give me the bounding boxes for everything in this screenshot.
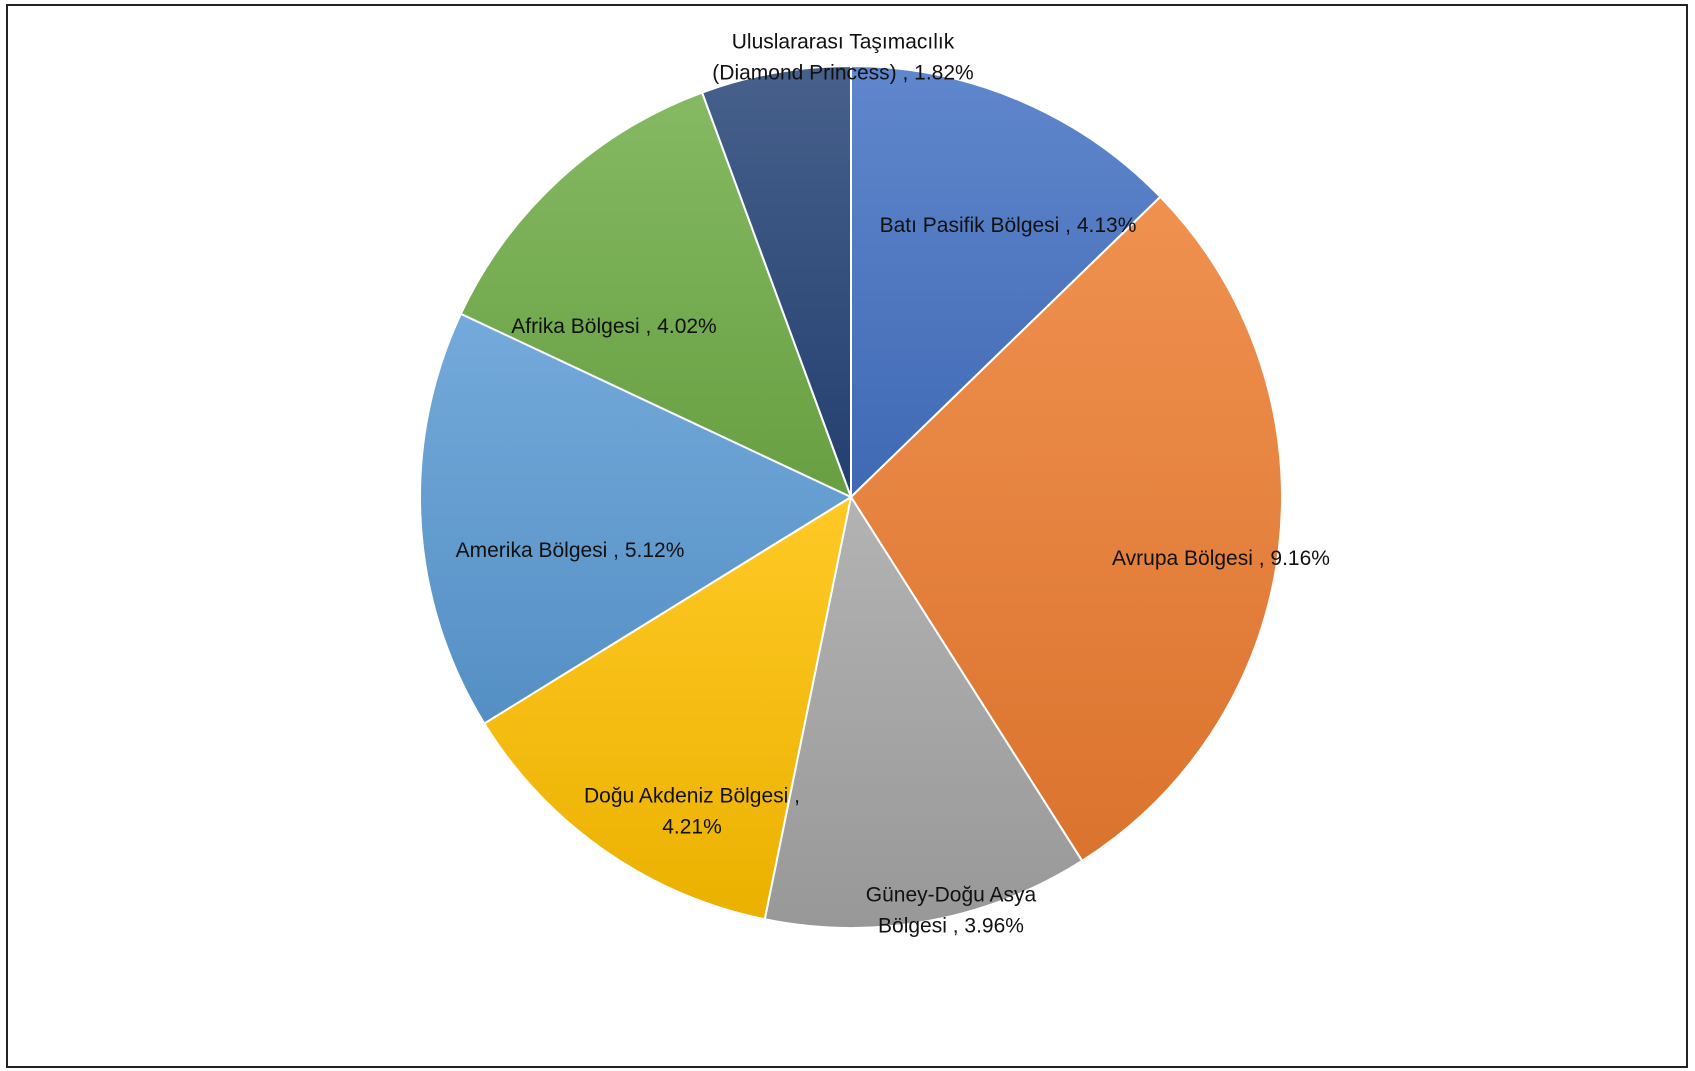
slice-label-6: Afrika Bölgesi , 4.02%: [511, 315, 716, 338]
slice-label-line: 4.21%: [662, 816, 722, 839]
slice-label-line: Amerika Bölgesi , 5.12%: [456, 539, 685, 562]
slice-label-line: Bölgesi , 3.96%: [878, 915, 1024, 938]
pie-chart: Batı Pasifik Bölgesi , 4.13% Avrupa Bölge…: [418, 31, 1330, 938]
slice-label-2: Avrupa Bölgesi , 9.16%: [1112, 547, 1330, 570]
slice-label-line: Güney-Doğu Asya: [866, 884, 1037, 907]
slice-label-line: Afrika Bölgesi , 4.02%: [511, 315, 716, 338]
pie-slice-7: [701, 65, 852, 498]
pie-slice-5: [418, 312, 852, 725]
slice-label-line: Avrupa Bölgesi , 9.16%: [1112, 547, 1330, 570]
slice-label-5: Amerika Bölgesi , 5.12%: [456, 539, 685, 562]
labels-layer: Batı Pasifik Bölgesi , 4.13% Avrupa Bölge…: [456, 31, 1330, 938]
slice-label-line: Uluslararası Taşımacılık: [732, 31, 955, 54]
slice-label-line: Batı Pasifik Bölgesi , 4.13%: [880, 214, 1137, 237]
pie-slice-1: [850, 65, 1162, 498]
pie-slice-4: [483, 496, 852, 921]
slice-label-4: Doğu Akdeniz Bölgesi , 4.21%: [584, 785, 800, 839]
slice-label-3: Güney-Doğu Asya Bölgesi , 3.96%: [866, 884, 1037, 938]
slice-label-7: Uluslararası Taşımacılık (Diamond Princes…: [712, 31, 973, 85]
chart-frame: Batı Pasifik Bölgesi , 4.13% Avrupa Bölge…: [6, 4, 1688, 1068]
pie-slice-6: [459, 91, 852, 498]
pie-slice-2: [850, 195, 1283, 862]
slices-layer: [418, 65, 1283, 929]
slice-label-line: Doğu Akdeniz Bölgesi ,: [584, 785, 800, 808]
slice-label-1: Batı Pasifik Bölgesi , 4.13%: [880, 214, 1137, 237]
pie-slice-3: [763, 496, 1084, 929]
slice-label-line: (Diamond Princess) , 1.82%: [712, 62, 973, 85]
